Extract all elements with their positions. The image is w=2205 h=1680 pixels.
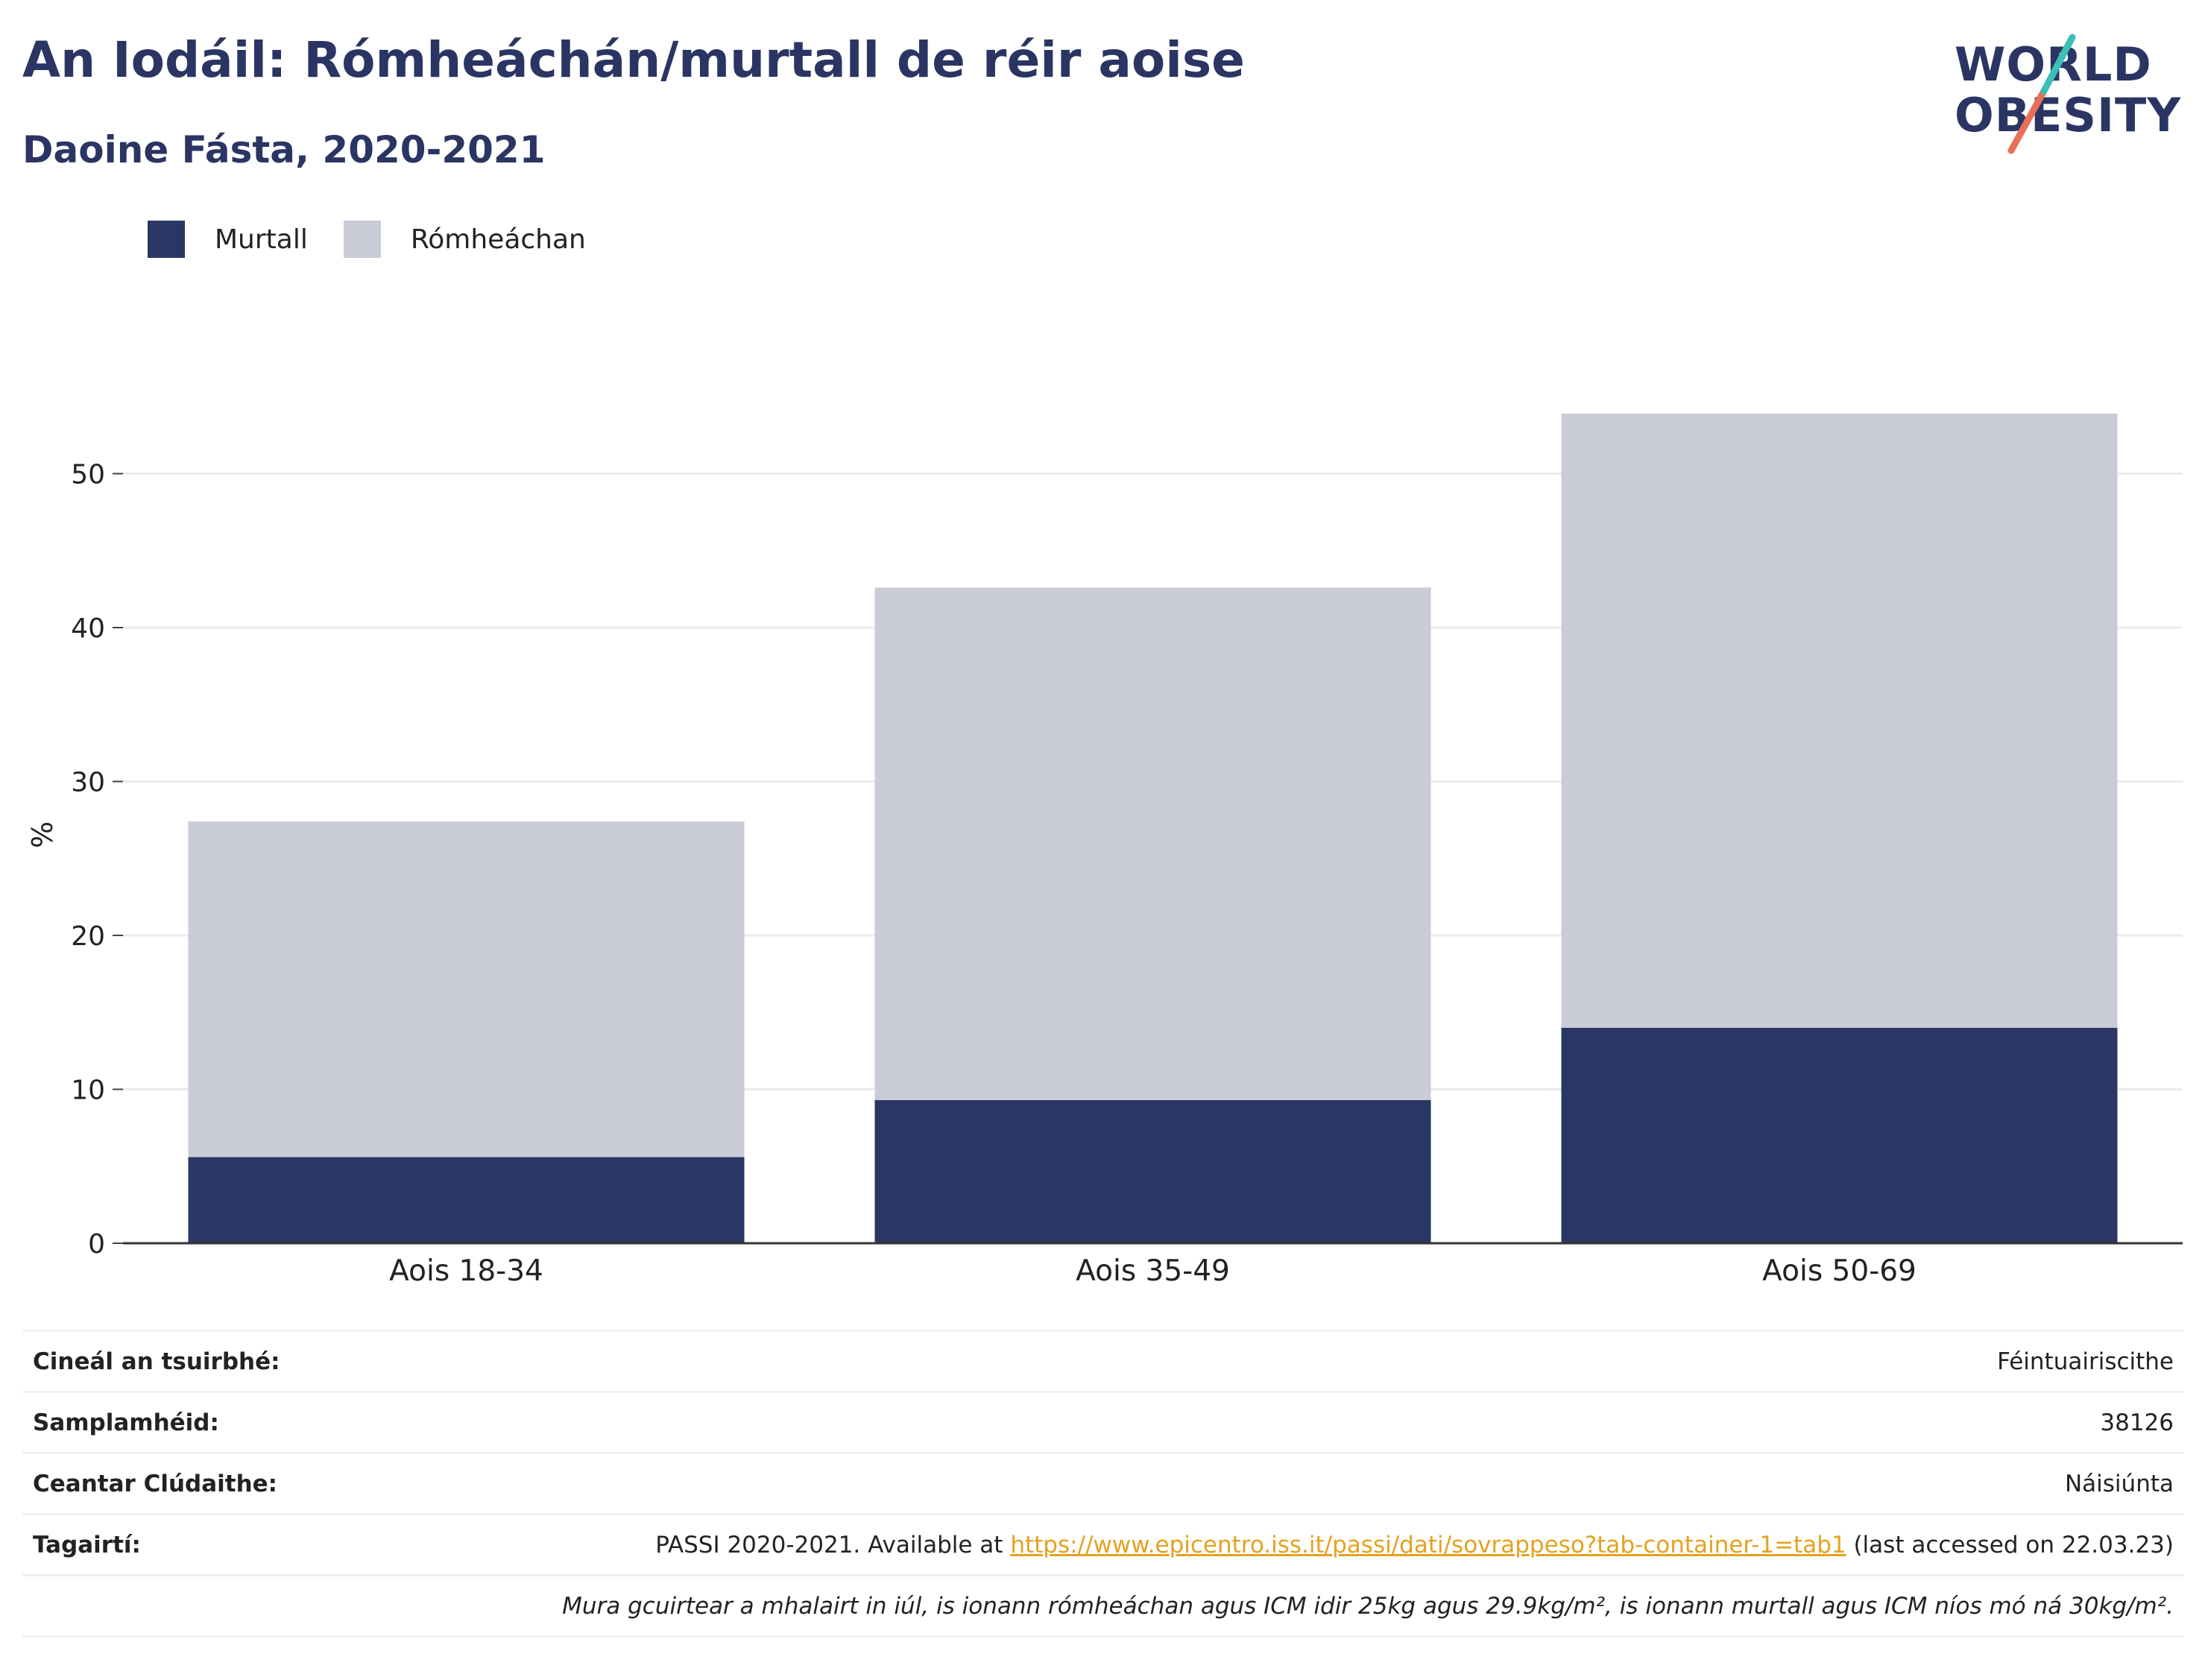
x-category-label: Aois 18-34	[389, 1254, 543, 1288]
x-category-label: Aois 35-49	[1076, 1254, 1230, 1288]
info-key: Tagairtí:	[22, 1513, 341, 1576]
legend-label-murtall: Murtall	[215, 224, 308, 255]
page-subtitle: Daoine Fásta, 2020-2021	[22, 128, 546, 171]
y-tick-label: 20	[71, 921, 105, 952]
bar-murtall-1[interactable]	[874, 1099, 1431, 1243]
legend-label-romheachan: Rómheáchan	[410, 224, 586, 255]
bar-murtall-0[interactable]	[188, 1157, 745, 1243]
bar-chart: 0 10 20 30 40 50% Aois 18-34 Aois 35-49 Aois 50-…	[26, 413, 2183, 1288]
logo-slash-icon	[2007, 34, 2076, 154]
definition-note: Mura gcuirtear a mhalairt in iúl, is ion…	[22, 1574, 2184, 1638]
bar-murtall-2[interactable]	[1561, 1027, 2118, 1243]
bar-r-mhe-chan-0[interactable]	[188, 821, 745, 1158]
info-row-area-covered: Ceantar Clúdaithe: Náisiúnta	[22, 1452, 2184, 1515]
reference-suffix: (last accessed on 22.03.23)	[1846, 1531, 2174, 1559]
page-title: An Iodáil: Rómheáchán/murtall de réir ao…	[22, 31, 1245, 89]
bar-r-mhe-chan-1[interactable]	[874, 587, 1431, 1100]
info-key: Samplamhéid:	[22, 1391, 341, 1453]
legend-swatch-murtall	[148, 221, 185, 258]
info-table: Cineál an tsuirbhé: Féintuairiscithe Sam…	[22, 1330, 2184, 1638]
info-row-note: Mura gcuirtear a mhalairt in iúl, is ion…	[22, 1574, 2184, 1638]
legend-swatch-romheachan	[343, 221, 381, 258]
reference-value: PASSI 2020-2021. Available at https://ww…	[341, 1513, 2184, 1576]
chart-legend: Murtall Rómheáchan	[148, 221, 622, 258]
info-row-sample-size: Samplamhéid: 38126	[22, 1391, 2184, 1453]
bars	[188, 413, 2118, 1243]
info-value: Féintuairiscithe	[341, 1330, 2184, 1392]
reference-prefix: PASSI 2020-2021. Available at	[655, 1531, 1011, 1559]
y-tick-label: 0	[88, 1229, 105, 1260]
info-key: Cineál an tsuirbhé:	[22, 1330, 341, 1392]
axes: 0 10 20 30 40 50% Aois 18-34 Aois 35-49 Aois 50-…	[26, 460, 2183, 1288]
bar-r-mhe-chan-2[interactable]	[1561, 413, 2118, 1028]
legend-item-murtall[interactable]: Murtall	[148, 221, 308, 258]
y-tick-label: 40	[71, 613, 105, 644]
reference-link[interactable]: https://www.epicentro.iss.it/passi/dati/…	[1010, 1531, 1846, 1559]
y-tick-label: 50	[71, 460, 105, 490]
info-value: Náisiúnta	[341, 1452, 2184, 1515]
legend-item-romheachan[interactable]: Rómheáchan	[343, 221, 586, 258]
info-row-references: Tagairtí: PASSI 2020-2021. Available at …	[22, 1513, 2184, 1576]
y-tick-label: 10	[71, 1076, 105, 1106]
logo-line-1: WORLD	[1955, 37, 2152, 92]
info-key: Ceantar Clúdaithe:	[22, 1452, 341, 1515]
info-value: 38126	[341, 1391, 2184, 1453]
info-row-survey-type: Cineál an tsuirbhé: Féintuairiscithe	[22, 1330, 2184, 1392]
logo-line-2: OBESITY	[1955, 88, 2182, 142]
world-obesity-logo: WORLD OBESITY	[1946, 22, 2192, 157]
y-tick-label: 30	[71, 768, 105, 798]
y-axis-title: %	[26, 821, 59, 848]
x-category-label: Aois 50-69	[1762, 1254, 1917, 1288]
